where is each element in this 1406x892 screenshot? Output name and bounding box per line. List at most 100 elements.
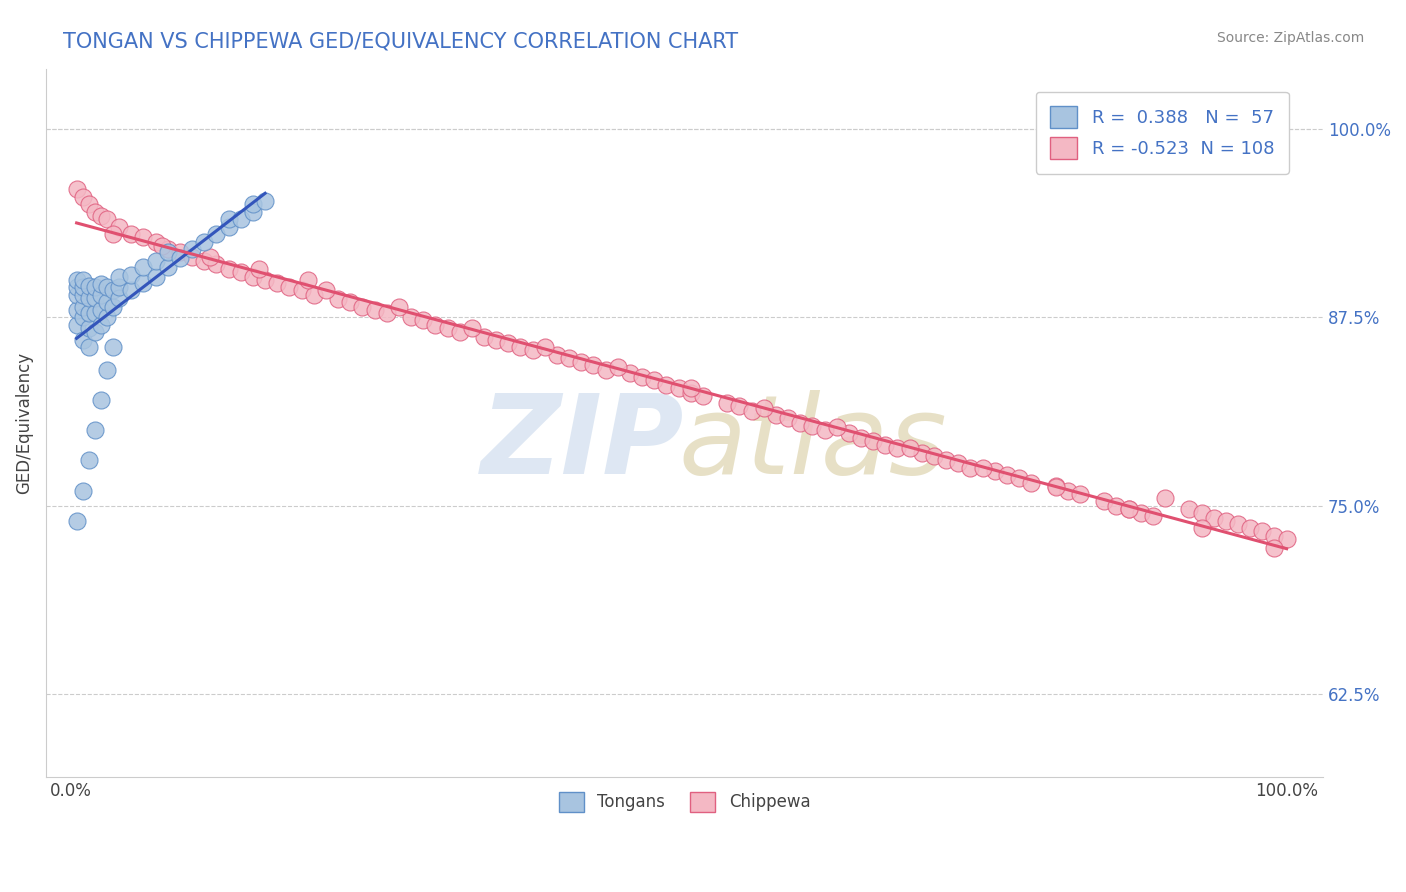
Point — [619, 366, 641, 380]
Point — [1092, 494, 1115, 508]
Point — [108, 291, 131, 305]
Point — [72, 272, 94, 286]
Point — [643, 374, 665, 388]
Point — [1191, 521, 1213, 535]
Point — [83, 204, 105, 219]
Point — [752, 401, 775, 415]
Point — [522, 343, 544, 358]
Point — [326, 292, 349, 306]
Point — [1202, 510, 1225, 524]
Point — [101, 227, 124, 242]
Point — [1227, 516, 1250, 531]
Point — [1263, 541, 1285, 555]
Point — [461, 320, 484, 334]
Legend: Tongans, Chippewa: Tongans, Chippewa — [546, 778, 824, 825]
Point — [569, 355, 592, 369]
Point — [108, 219, 131, 234]
Point — [193, 254, 215, 268]
Point — [218, 212, 240, 227]
Point — [200, 250, 222, 264]
Point — [1191, 506, 1213, 520]
Point — [449, 325, 471, 339]
Point — [242, 204, 264, 219]
Point — [218, 262, 240, 277]
Point — [96, 280, 118, 294]
Point — [959, 461, 981, 475]
Point — [90, 393, 112, 408]
Point — [922, 449, 945, 463]
Point — [498, 335, 520, 350]
Point — [156, 245, 179, 260]
Point — [825, 420, 848, 434]
Point — [1275, 532, 1298, 546]
Point — [132, 260, 155, 275]
Point — [65, 514, 87, 528]
Point — [886, 442, 908, 456]
Point — [77, 340, 100, 354]
Point — [77, 306, 100, 320]
Point — [156, 260, 179, 275]
Point — [533, 340, 555, 354]
Point — [948, 456, 970, 470]
Point — [1142, 509, 1164, 524]
Point — [297, 272, 319, 286]
Point — [229, 212, 252, 227]
Point — [425, 318, 447, 332]
Point — [898, 442, 921, 456]
Point — [838, 426, 860, 441]
Text: Source: ZipAtlas.com: Source: ZipAtlas.com — [1216, 31, 1364, 45]
Point — [631, 370, 654, 384]
Point — [181, 243, 204, 257]
Point — [90, 277, 112, 291]
Point — [776, 411, 799, 425]
Point — [218, 219, 240, 234]
Point — [1154, 491, 1177, 505]
Point — [1215, 514, 1237, 528]
Point — [352, 300, 374, 314]
Point — [655, 378, 678, 392]
Point — [96, 363, 118, 377]
Point — [290, 283, 312, 297]
Point — [679, 385, 702, 400]
Point — [72, 483, 94, 498]
Point — [205, 257, 228, 271]
Point — [278, 280, 301, 294]
Point — [1056, 483, 1078, 498]
Point — [150, 239, 173, 253]
Point — [77, 291, 100, 305]
Point — [716, 396, 738, 410]
Point — [1118, 501, 1140, 516]
Point — [692, 388, 714, 402]
Y-axis label: GED/Equivalency: GED/Equivalency — [15, 351, 32, 494]
Point — [935, 453, 957, 467]
Point — [911, 446, 934, 460]
Point — [1019, 475, 1042, 490]
Point — [193, 235, 215, 249]
Point — [101, 340, 124, 354]
Text: ZIP: ZIP — [481, 391, 685, 498]
Point — [582, 359, 605, 373]
Point — [65, 318, 87, 332]
Point — [1069, 486, 1091, 500]
Point — [339, 295, 361, 310]
Point — [132, 276, 155, 290]
Point — [77, 197, 100, 211]
Point — [72, 310, 94, 325]
Point — [156, 243, 179, 257]
Point — [96, 212, 118, 227]
Point — [472, 330, 495, 344]
Point — [1251, 524, 1274, 539]
Point — [77, 320, 100, 334]
Point — [801, 418, 824, 433]
Point — [765, 408, 787, 422]
Point — [90, 318, 112, 332]
Point — [1045, 481, 1067, 495]
Point — [1239, 521, 1261, 535]
Point — [436, 320, 458, 334]
Point — [399, 310, 422, 325]
Point — [83, 306, 105, 320]
Point — [229, 265, 252, 279]
Point — [96, 295, 118, 310]
Point — [849, 431, 872, 445]
Point — [77, 278, 100, 293]
